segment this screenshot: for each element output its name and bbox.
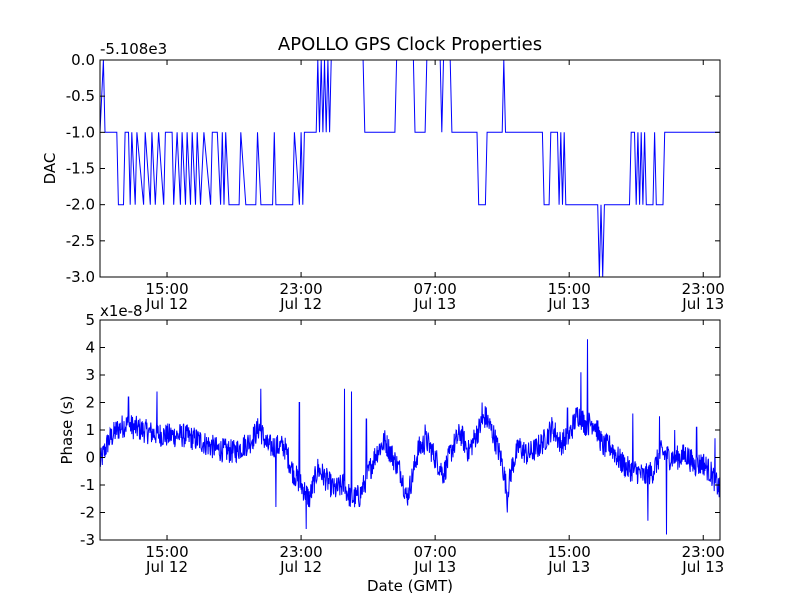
dac-ytick-label: -2.0 xyxy=(66,196,95,214)
dac-ytick-label: -1.0 xyxy=(66,123,95,141)
dac-ytick-label: -3.0 xyxy=(66,268,95,286)
phase-xtick-time-label: 23:00 xyxy=(682,543,725,561)
dac-xtick-time-label: 23:00 xyxy=(279,280,322,298)
phase-xtick-time-label: 15:00 xyxy=(548,543,591,561)
phase-xtick-date-label: Jul 13 xyxy=(681,558,724,576)
dac-ytick-label: -1.5 xyxy=(66,160,95,178)
dac-y-axis: 0.0 -0.5 -1.0 -1.5 -2.0 -2.5 -3.0 xyxy=(66,51,720,286)
dac-xtick-date-label: Jul 13 xyxy=(547,295,590,313)
phase-ytick-label: 2 xyxy=(85,394,95,412)
phase-ytick-label: 0 xyxy=(85,449,95,467)
dac-series-line xyxy=(99,59,720,278)
dac-ytick-label: -0.5 xyxy=(66,87,95,105)
phase-offset-label: x1e-8 xyxy=(100,302,143,320)
phase-xtick-time-label: 07:00 xyxy=(414,543,457,561)
phase-series-line xyxy=(99,339,721,535)
dac-xtick-date-label: Jul 12 xyxy=(279,295,322,313)
dac-offset-label: -5.108e3 xyxy=(100,40,167,58)
phase-ytick-label: 4 xyxy=(85,339,95,357)
phase-xtick-date-label: Jul 12 xyxy=(145,558,188,576)
dac-xtick-date-label: Jul 12 xyxy=(145,295,188,313)
phase-series-group xyxy=(99,339,721,535)
phase-plot-frame xyxy=(99,319,721,541)
phase-ytick-label: 5 xyxy=(85,311,95,329)
phase-xtick-date-label: Jul 12 xyxy=(279,558,322,576)
dac-xtick-date-label: Jul 13 xyxy=(681,295,724,313)
dac-ytick-label: -2.5 xyxy=(66,232,95,250)
phase-ytick-label: 1 xyxy=(85,421,95,439)
chart-title: APOLLO GPS Clock Properties xyxy=(278,34,542,55)
phase-y-axis-label: Phase (s) xyxy=(58,395,76,464)
dac-y-axis-label: DAC xyxy=(41,153,59,185)
dac-ytick-label: 0.0 xyxy=(71,51,95,69)
phase-ytick-label: -3 xyxy=(80,531,95,549)
dac-xtick-time-label: 23:00 xyxy=(682,280,725,298)
phase-x-axis-label: Date (GMT) xyxy=(367,577,453,595)
dac-xtick-time-label: 15:00 xyxy=(548,280,591,298)
phase-xtick-date-label: Jul 13 xyxy=(547,558,590,576)
phase-xtick-time-label: 23:00 xyxy=(279,543,322,561)
phase-ytick-label: -2 xyxy=(80,504,95,522)
phase-xtick-date-label: Jul 13 xyxy=(413,558,456,576)
dac-xtick-date-label: Jul 13 xyxy=(413,295,456,313)
phase-y-axis: 5 4 3 2 1 0 -1 -2 -3 xyxy=(80,311,720,549)
phase-ytick-label: -1 xyxy=(80,476,95,494)
dac-plot-frame xyxy=(99,59,721,278)
dac-xtick-time-label: 15:00 xyxy=(145,280,188,298)
dac-series-group xyxy=(99,59,720,278)
dac-xtick-time-label: 07:00 xyxy=(414,280,457,298)
phase-xtick-time-label: 15:00 xyxy=(145,543,188,561)
phase-ytick-label: 3 xyxy=(85,366,95,384)
